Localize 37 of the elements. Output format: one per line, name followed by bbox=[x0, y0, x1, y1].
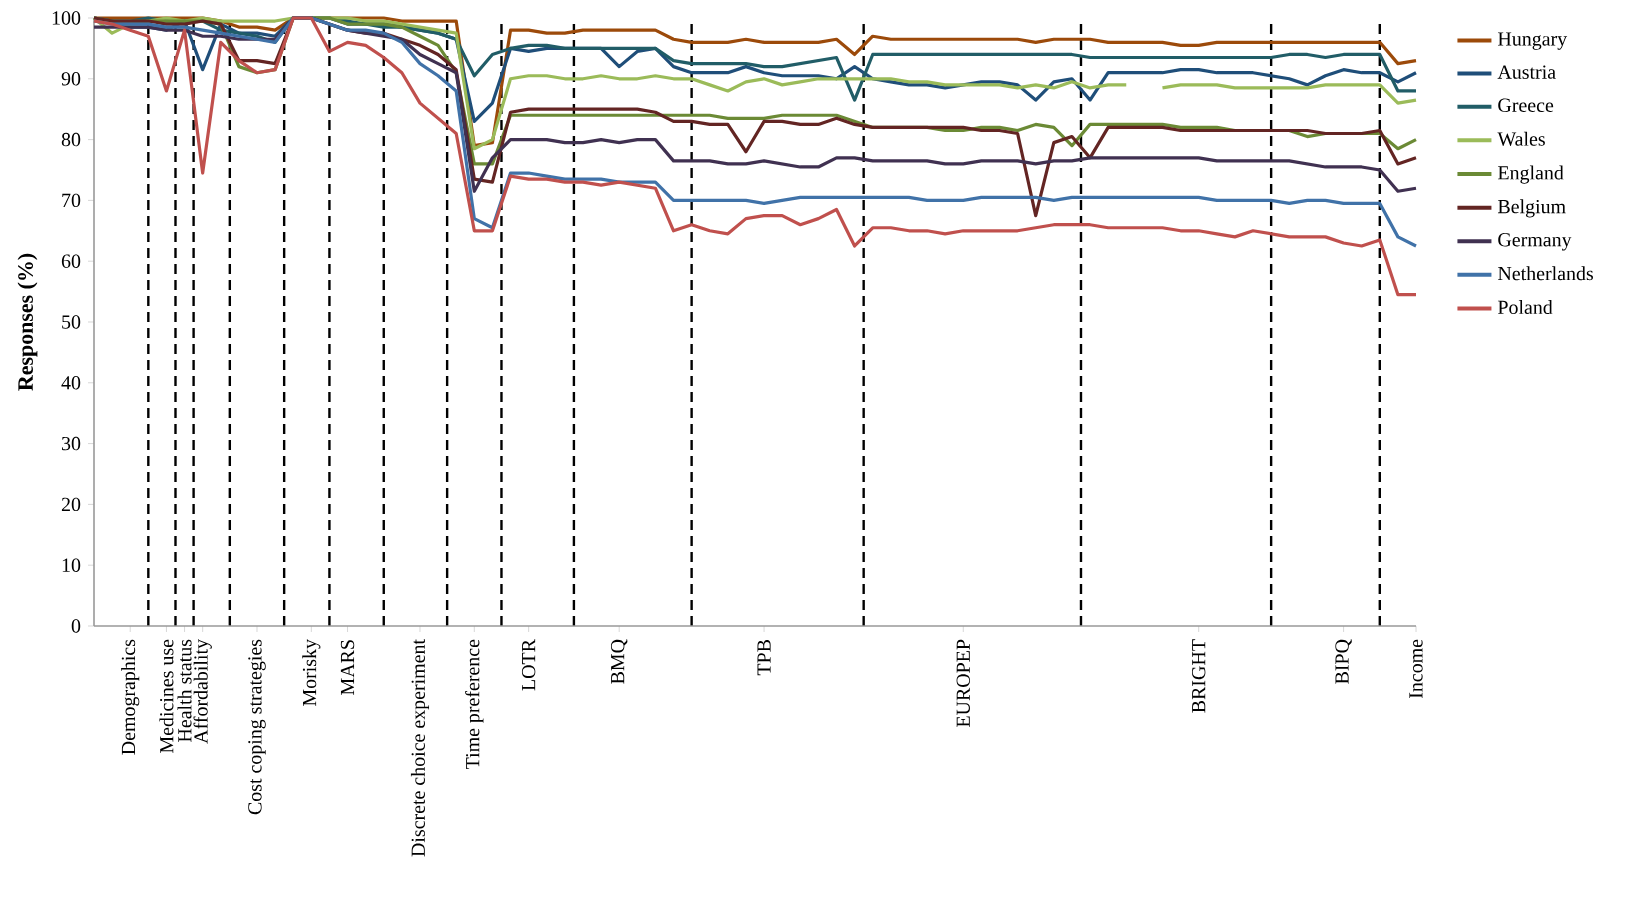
y-tick-label: 80 bbox=[61, 132, 81, 147]
y-tick-label: 30 bbox=[62, 436, 81, 451]
legend-label: Netherlands bbox=[1497, 266, 1593, 281]
x-tick-label: MARS bbox=[340, 640, 355, 695]
legend-label: Austria bbox=[1497, 65, 1556, 79]
x-tick-label: BMQ bbox=[610, 639, 628, 684]
x-tick-label: EUROPEP bbox=[956, 639, 970, 728]
x-tick-label: Income bbox=[1409, 639, 1423, 699]
y-tick-label: 90 bbox=[61, 72, 81, 86]
x-tick-label: Demographics bbox=[121, 639, 140, 755]
x-tick-label: Medicines use bbox=[159, 639, 174, 754]
legend-label: Poland bbox=[1497, 300, 1553, 315]
y-tick-label: 70 bbox=[62, 193, 81, 208]
y-tick-label: 10 bbox=[62, 558, 81, 572]
x-tick-label: Health status bbox=[177, 639, 192, 742]
y-tick-label: 60 bbox=[61, 254, 81, 268]
y-tick-label: 40 bbox=[61, 376, 81, 390]
x-tick-label: Time preference bbox=[465, 639, 484, 770]
x-tick-label: Morisky bbox=[302, 639, 321, 707]
y-tick-label: 100 bbox=[52, 11, 81, 25]
x-tick-label: Discrete choice experiment bbox=[410, 639, 430, 857]
x-tick-label: Cost coping strategies bbox=[248, 639, 266, 815]
legend-label: Wales bbox=[1497, 131, 1545, 146]
legend-label: Greece bbox=[1498, 98, 1554, 112]
y-tick-label: 20 bbox=[61, 497, 81, 512]
y-axis-title: Responses (%) bbox=[17, 253, 38, 391]
legend-label: England bbox=[1497, 165, 1564, 184]
y-tick-label: 0 bbox=[71, 619, 81, 633]
x-tick-label: LOTR bbox=[521, 639, 536, 691]
x-tick-label: BRIGHT bbox=[1192, 639, 1206, 713]
x-tick-label: BIPQ bbox=[1335, 639, 1352, 684]
x-tick-label: TPB bbox=[757, 640, 771, 676]
x-tick-label: Affordability bbox=[193, 639, 212, 744]
legend-label: Hungary bbox=[1497, 32, 1568, 50]
legend-label: Germany bbox=[1498, 233, 1572, 251]
y-tick-label: 50 bbox=[62, 315, 81, 329]
legend-label: Belgium bbox=[1497, 199, 1566, 218]
